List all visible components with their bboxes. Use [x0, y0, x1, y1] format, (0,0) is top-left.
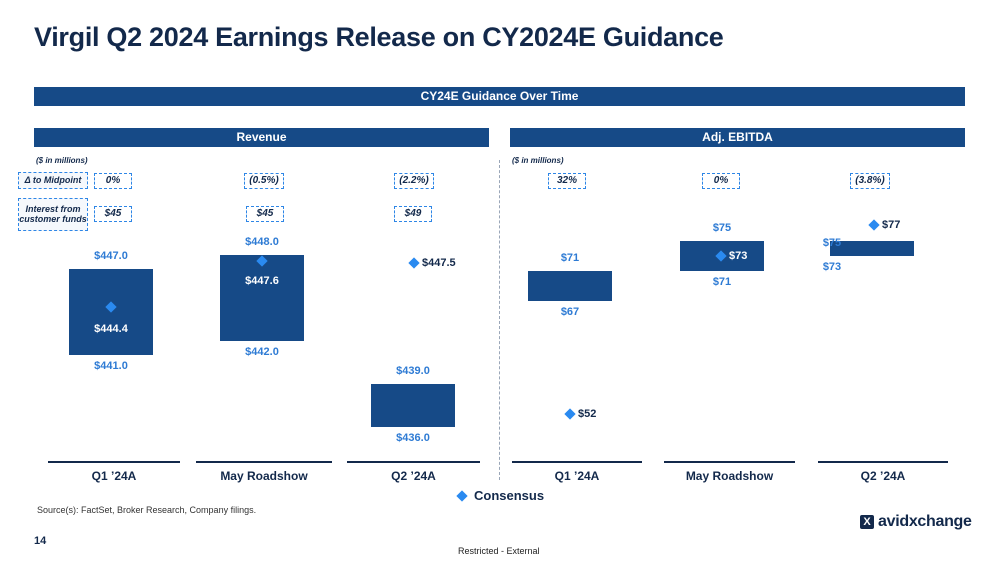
ebitda-low-label: $71	[712, 276, 732, 288]
revenue-interest-value: $45	[246, 206, 284, 222]
revenue-midpoint-delta: (2.2%)	[394, 173, 434, 189]
interest-customer-funds-label: Interest from customer funds	[18, 198, 88, 231]
revenue-interest-value: $49	[394, 206, 432, 222]
revenue-units-note: ($ in millions)	[36, 156, 88, 165]
revenue-high-label: $447.0	[94, 250, 128, 263]
revenue-consensus-label: $447.6	[245, 275, 279, 287]
axis-baseline	[512, 461, 642, 463]
revenue-midpoint-delta: 0%	[94, 173, 132, 189]
consensus-legend-icon	[456, 489, 468, 502]
ebitda-consensus-marker	[868, 219, 880, 231]
revenue-consensus-label: $444.4	[94, 323, 128, 335]
panel-divider	[499, 160, 500, 480]
page-title: Virgil Q2 2024 Earnings Release on CY202…	[34, 22, 724, 52]
ebitda-consensus-label: $77	[882, 219, 901, 231]
classification-label: Restricted - External	[458, 546, 540, 556]
ebitda-range-bar	[528, 271, 612, 301]
axis-baseline	[664, 461, 795, 463]
ebitda-midpoint-delta: 32%	[548, 173, 586, 189]
ebitda-consensus-marker	[564, 407, 576, 420]
ebitda-low-label: $67	[560, 306, 580, 318]
revenue-high-label: $439.0	[396, 365, 430, 377]
revenue-range-bar	[220, 255, 304, 341]
company-logo: X avidxchange	[860, 513, 972, 531]
ebitda-consensus-label: $52	[578, 407, 597, 420]
ebitda-category-label: Q2 ’24A	[860, 469, 906, 483]
revenue-interest-value: $45	[94, 206, 132, 222]
ebitda-units-note: ($ in millions)	[512, 156, 564, 165]
ebitda-header: Adj. EBITDA	[510, 128, 965, 147]
axis-baseline	[818, 461, 948, 463]
axis-baseline	[347, 461, 480, 463]
logo-mark-icon: X	[860, 515, 874, 529]
ebitda-range-bar	[830, 241, 914, 256]
consensus-legend-label: Consensus	[474, 488, 545, 503]
revenue-low-label: $441.0	[94, 360, 128, 373]
ebitda-midpoint-delta: 0%	[702, 173, 740, 189]
revenue-consensus-marker	[408, 257, 420, 269]
ebitda-category-label: Q1 ’24A	[554, 469, 600, 483]
page-number: 14	[34, 535, 47, 547]
ebitda-midpoint-delta: (3.8%)	[850, 173, 890, 189]
revenue-consensus-label: $447.5	[422, 257, 456, 269]
revenue-high-label: $448.0	[245, 236, 279, 248]
logo-text: avidxchange	[878, 513, 972, 530]
revenue-header: Revenue	[34, 128, 489, 147]
ebitda-consensus-label: $73	[729, 250, 748, 262]
axis-baseline	[48, 461, 180, 463]
revenue-low-label: $436.0	[396, 432, 430, 444]
chart-legend: Consensus	[456, 488, 545, 503]
revenue-low-label: $442.0	[245, 346, 279, 358]
axis-baseline	[196, 461, 332, 463]
revenue-category-label: May Roadshow	[220, 469, 308, 483]
revenue-midpoint-delta: (0.5%)	[244, 173, 284, 189]
revenue-range-bar	[371, 384, 455, 427]
ebitda-low-label: $73	[822, 261, 842, 273]
revenue-category-label: Q2 ’24A	[391, 469, 436, 483]
guidance-banner: CY24E Guidance Over Time	[34, 87, 965, 106]
ebitda-high-label: $75	[712, 222, 732, 234]
revenue-category-label: Q1 ’24A	[91, 469, 137, 483]
ebitda-high-label: $75	[822, 237, 842, 249]
ebitda-category-label: May Roadshow	[685, 469, 774, 483]
delta-to-midpoint-label: Δ to Midpoint	[18, 172, 88, 189]
ebitda-high-label: $71	[560, 252, 580, 264]
source-note: Source(s): FactSet, Broker Research, Com…	[37, 505, 257, 515]
